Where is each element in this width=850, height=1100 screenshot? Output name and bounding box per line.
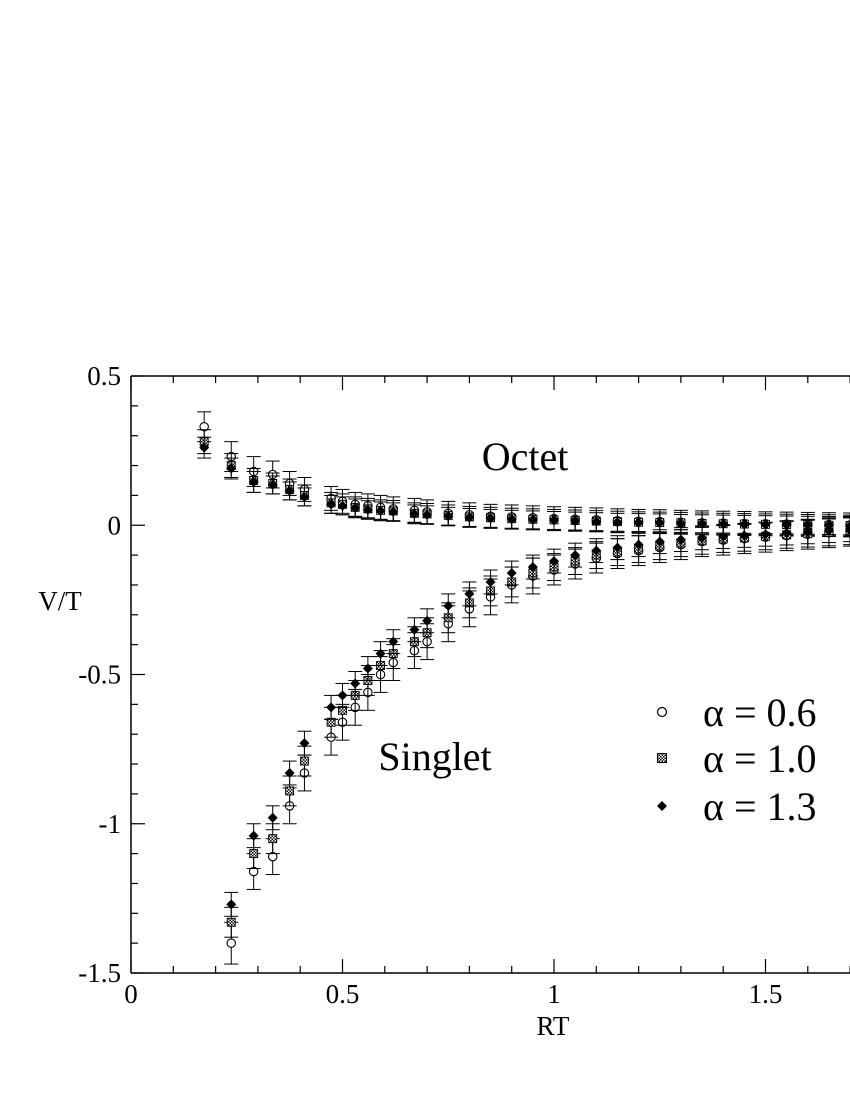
data-point-octet [388,506,399,517]
data-point-octet [549,515,559,526]
data-point-octet [375,505,386,516]
data-point-singlet [654,536,665,547]
data-point-singlet [226,917,236,927]
data-point-singlet [443,600,454,611]
data-point-singlet [527,562,538,573]
legend: α = 0.6 α = 1.0 α = 1.3 [656,690,817,829]
legend-label-alpha-1-0: α = 1.0 [703,736,817,781]
series-hatched-square [197,429,850,938]
series-open-circle [197,411,850,965]
data-point-singlet [549,556,559,567]
data-point-octet [485,513,496,524]
y-axis-label: V/T [38,586,82,616]
y-tick-label: -1.5 [78,958,121,988]
data-point-singlet [337,690,348,701]
data-layer [197,411,850,965]
legend-marker-alpha-1-0 [657,753,667,763]
data-point-octet [284,485,295,496]
data-point-singlet [485,576,496,587]
legend-label-alpha-0-6: α = 0.6 [703,690,817,735]
data-point-singlet [268,834,278,844]
data-point-singlet [388,636,399,647]
data-point-singlet [299,756,309,766]
data-point-octet [675,518,686,529]
y-tick-label: 0.5 [87,361,121,391]
data-point-singlet [326,702,337,713]
data-point-octet [612,517,623,528]
data-point-octet [350,502,361,513]
data-point-singlet [409,624,420,635]
y-tick-label: -1 [99,809,122,839]
legend-label-alpha-1-3: α = 1.3 [703,784,817,829]
data-point-octet [654,517,665,528]
data-point-singlet [248,830,259,841]
x-tick-label: 0.5 [326,979,360,1009]
axes: 0 0.5 1 1.5 0.5 0 -0.5 -1 -1.5 [78,361,850,1009]
data-point-octet [199,442,210,453]
legend-marker-alpha-0-6 [656,706,668,718]
data-point-octet [633,517,644,528]
data-point-singlet [697,532,708,543]
data-point-octet [248,476,259,487]
data-point-singlet [284,768,295,779]
data-point-singlet [591,545,602,556]
data-point-singlet [845,524,850,535]
data-point-octet [326,499,337,510]
data-point-octet [443,511,454,522]
data-point-singlet [267,812,278,823]
data-point-singlet [285,786,295,796]
data-point-octet [409,508,420,519]
data-point-singlet [506,568,517,579]
x-tick-label: 0 [124,979,138,1009]
data-point-singlet [249,849,259,859]
data-point-singlet [299,738,310,749]
y-tick-label: 0 [108,510,122,540]
data-point-octet [570,516,581,527]
data-point-singlet [633,539,644,550]
data-point-octet [362,504,373,515]
data-point-octet [718,519,729,530]
y-tick-label: -0.5 [78,660,121,690]
data-point-singlet [570,550,581,561]
legend-marker-alpha-1-3 [657,801,667,811]
data-point-singlet [362,663,373,674]
data-point-singlet [823,525,834,536]
data-point-singlet [802,526,813,537]
data-point-singlet [739,530,750,541]
data-point-singlet [375,648,386,659]
data-point-singlet [675,534,686,545]
data-point-octet [527,514,538,525]
data-point-octet [299,491,310,502]
data-point-singlet [718,531,729,542]
data-point-octet [337,500,348,511]
data-point-singlet [464,588,475,599]
data-point-singlet [422,615,433,626]
data-point-singlet [612,542,623,553]
data-point-singlet [226,938,237,948]
data-point-octet [591,516,602,527]
data-point-octet [464,512,475,523]
series-filled-diamond [197,436,850,917]
x-tick-label: 1 [547,979,561,1009]
x-tick-label: 1.5 [749,979,783,1009]
annotation-octet: Octet [482,434,569,479]
data-point-octet [422,509,433,520]
data-point-singlet [350,678,361,689]
data-point-octet [226,463,237,474]
annotation-singlet: Singlet [378,734,491,779]
data-point-singlet [226,899,237,910]
data-point-octet [506,514,517,525]
data-point-singlet [781,528,792,539]
data-point-octet [267,479,278,490]
x-axis-label: RT [537,1011,570,1041]
data-point-singlet [760,529,771,540]
